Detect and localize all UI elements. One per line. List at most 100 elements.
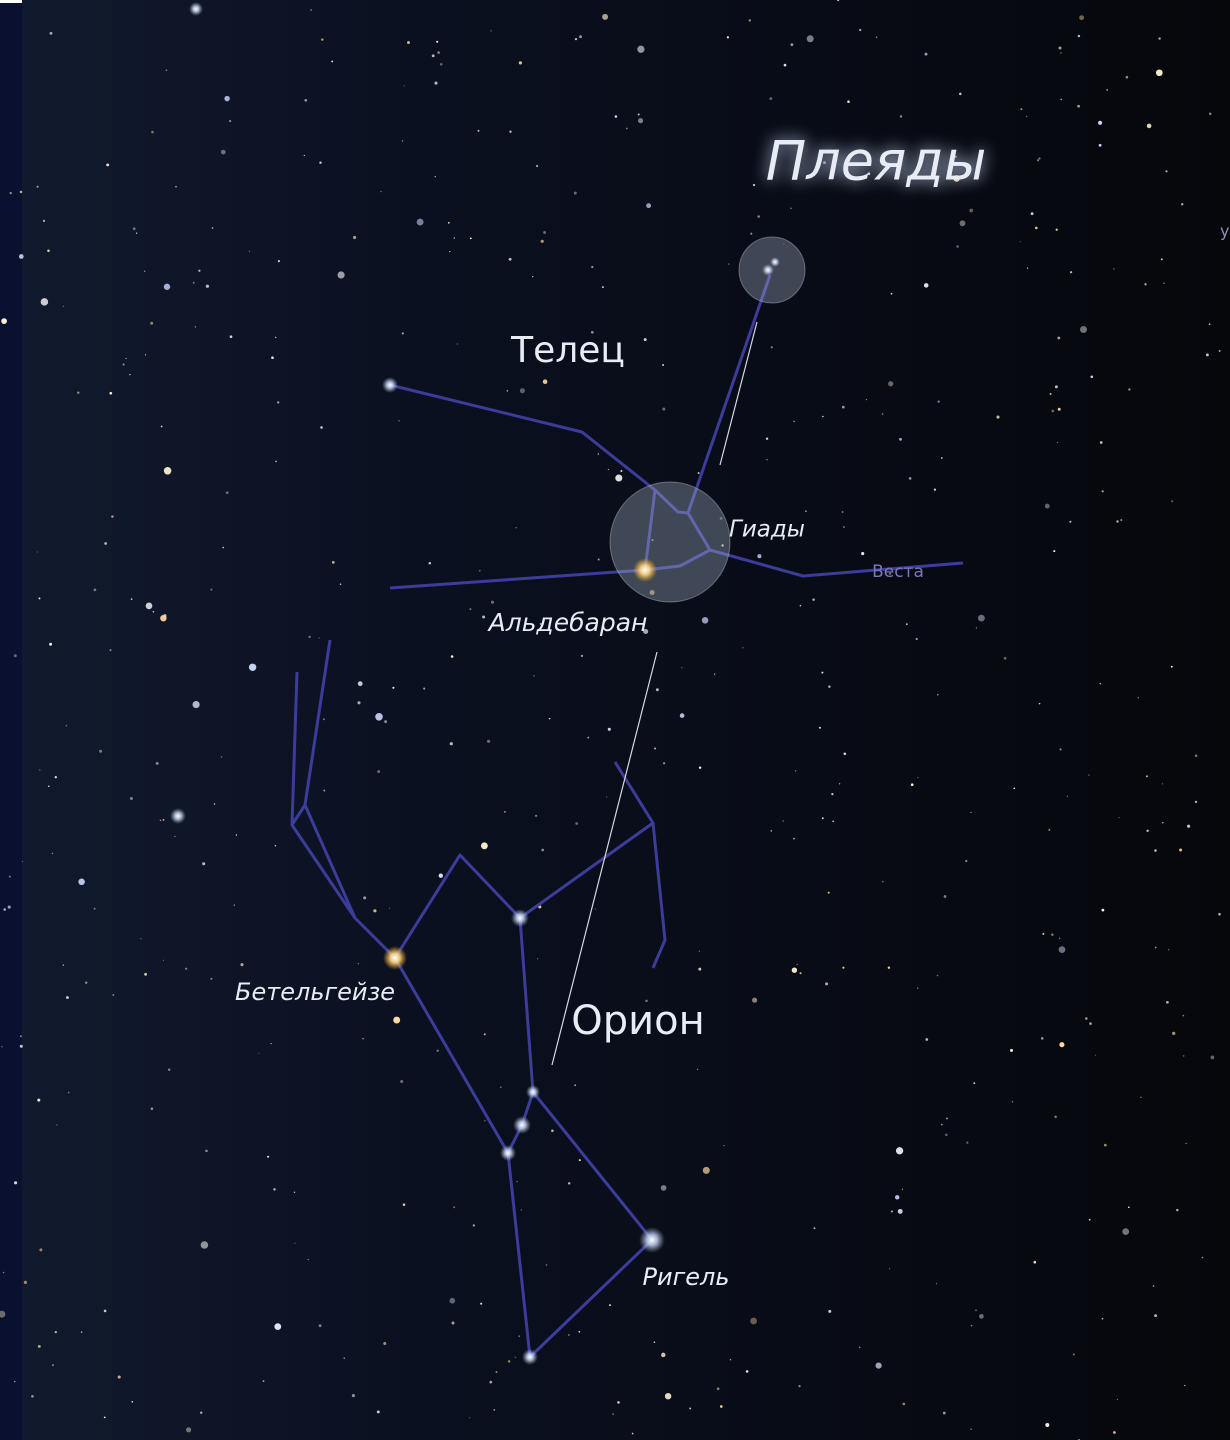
- star: [798, 1385, 800, 1387]
- star: [757, 554, 761, 558]
- star: [271, 356, 274, 359]
- star: [277, 401, 279, 403]
- star: [1020, 241, 1021, 242]
- star: [800, 605, 802, 607]
- star: [661, 1353, 665, 1357]
- star: [380, 191, 381, 192]
- star: [513, 1116, 531, 1134]
- star: [319, 161, 321, 163]
- star: [308, 636, 310, 638]
- star: [814, 1227, 816, 1229]
- star: [358, 963, 359, 964]
- star: [509, 258, 512, 261]
- star: [1147, 124, 1152, 129]
- star: [136, 233, 137, 234]
- star: [99, 750, 102, 753]
- star: [543, 231, 546, 234]
- star: [703, 1167, 710, 1174]
- star: [608, 469, 609, 470]
- star: [1098, 121, 1102, 125]
- star: [37, 186, 39, 188]
- star: [50, 32, 53, 35]
- star: [1211, 1056, 1215, 1060]
- star: [518, 1335, 520, 1337]
- star: [602, 286, 604, 288]
- star: [1038, 157, 1040, 159]
- star: [202, 862, 205, 865]
- star: [1042, 933, 1044, 935]
- star: [508, 1360, 511, 1363]
- star: [496, 1371, 498, 1373]
- star: [861, 552, 864, 555]
- star: [1099, 144, 1102, 147]
- star: [770, 830, 772, 832]
- star: [133, 227, 136, 230]
- star: [828, 1310, 831, 1313]
- star: [168, 1069, 170, 1071]
- star: [1172, 1032, 1175, 1035]
- star: [249, 664, 256, 671]
- star: [1048, 829, 1050, 831]
- star: [568, 1334, 570, 1336]
- star: [363, 896, 366, 899]
- star: [1058, 408, 1061, 411]
- star: [236, 834, 238, 836]
- star: [946, 1118, 948, 1120]
- star: [698, 968, 701, 971]
- star: [598, 453, 600, 455]
- star: [591, 266, 593, 268]
- star: [52, 1364, 54, 1366]
- star: [140, 938, 141, 939]
- star: [1059, 1042, 1064, 1047]
- star: [842, 511, 844, 513]
- star: [1219, 350, 1221, 352]
- star: [389, 908, 390, 909]
- star: [828, 685, 831, 688]
- star: [78, 879, 85, 886]
- star: [620, 470, 622, 472]
- star: [39, 597, 41, 599]
- star: [900, 115, 902, 117]
- star: [609, 1304, 611, 1306]
- star: [63, 306, 64, 307]
- star: [49, 643, 52, 646]
- star: [109, 392, 112, 395]
- star: [344, 1358, 345, 1359]
- star: [916, 638, 918, 640]
- star: [484, 1033, 486, 1035]
- star: [979, 1314, 984, 1319]
- star: [1059, 748, 1061, 750]
- star: [478, 130, 480, 132]
- star: [453, 1206, 455, 1208]
- star: [469, 608, 471, 610]
- star: [1051, 934, 1053, 936]
- star: [1054, 1116, 1057, 1119]
- star: [639, 1227, 665, 1253]
- star: [1138, 697, 1139, 698]
- star: [976, 627, 977, 628]
- star: [404, 85, 405, 86]
- star: [3, 908, 6, 911]
- star: [1218, 913, 1221, 916]
- star: [1163, 282, 1165, 284]
- aldebaran-label: Альдебаран: [487, 608, 648, 637]
- star: [1181, 203, 1183, 205]
- star: [14, 654, 17, 657]
- star: [615, 474, 622, 481]
- star: [906, 623, 908, 625]
- star: [1146, 775, 1148, 777]
- star: [377, 1410, 380, 1413]
- star: [429, 562, 431, 564]
- star: [493, 1409, 495, 1411]
- star: [842, 967, 844, 969]
- star: [189, 2, 203, 16]
- star: [1055, 385, 1058, 388]
- star: [31, 1395, 34, 1398]
- star: [959, 93, 962, 96]
- star: [537, 958, 538, 959]
- star: [866, 399, 867, 400]
- star: [449, 251, 450, 252]
- star: [77, 392, 79, 394]
- star: [1031, 212, 1034, 215]
- star: [323, 790, 325, 792]
